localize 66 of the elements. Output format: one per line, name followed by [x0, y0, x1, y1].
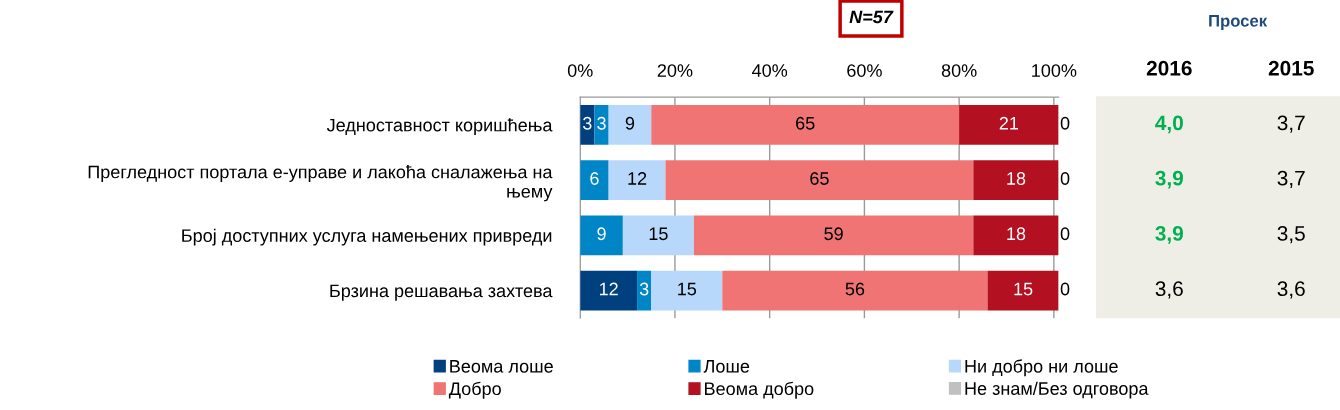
text: 3,6 — [1277, 281, 1305, 299]
data-label: 0 — [1060, 116, 1070, 130]
text: 4,0 — [1155, 115, 1183, 134]
data-label: 18 — [1007, 227, 1026, 241]
bar — [608, 160, 666, 200]
bar — [973, 160, 1059, 200]
bar — [665, 160, 974, 200]
data-label: 3 — [582, 116, 592, 130]
category-label: 2015 — [1268, 60, 1314, 76]
data-label: 65 — [796, 116, 815, 130]
text: 3,5 — [1277, 226, 1305, 244]
data-label: 0 — [1060, 282, 1070, 296]
y-tick-label: Број доступних услуга намењених привреди — [182, 228, 552, 246]
bar — [973, 215, 1059, 256]
legend-label: Добро — [448, 381, 501, 399]
text: N=57 — [849, 10, 894, 24]
y-tick-label: Једноставност коришћења — [326, 118, 553, 136]
data-label: 65 — [810, 172, 829, 185]
text: Просек — [1209, 15, 1268, 31]
text: 3,9 — [1155, 226, 1183, 244]
bar — [722, 270, 988, 311]
text: 3,7 — [1277, 115, 1305, 133]
y-tick-label: Прегледност портала е-управе и лакоћа сналажења на њему — [88, 165, 553, 202]
data-label: 0 — [1060, 172, 1070, 185]
data-label: 6 — [590, 172, 599, 185]
x-tick-label: 20% — [657, 64, 693, 77]
y-tick-label: Брзина решавања захтева — [330, 284, 553, 301]
data-label: 21 — [999, 116, 1019, 130]
bar — [651, 270, 723, 311]
category-label: 2016 — [1146, 60, 1192, 76]
x-tick-label: 100% — [1032, 64, 1077, 77]
data-label: 3 — [639, 282, 649, 296]
x-tick-label: 80% — [941, 64, 977, 77]
data-label: 59 — [824, 227, 843, 241]
text: 3,9 — [1155, 170, 1183, 189]
bar — [693, 215, 974, 256]
data-label: 18 — [1007, 172, 1026, 185]
bar — [580, 215, 623, 256]
bar — [594, 104, 609, 145]
x-tick-label: 40% — [752, 64, 788, 77]
text: 3,6 — [1155, 281, 1183, 299]
data-label: 56 — [845, 282, 865, 296]
bar — [622, 215, 694, 256]
bar — [580, 270, 638, 311]
data-label: 12 — [628, 172, 647, 185]
bar — [608, 104, 652, 145]
x-tick-label: 60% — [847, 64, 882, 77]
data-label: 9 — [625, 116, 635, 130]
data-label: 15 — [678, 282, 697, 296]
legend-label: Лоше — [703, 360, 750, 373]
text: 3,7 — [1277, 170, 1305, 189]
bar — [959, 104, 1059, 145]
data-label: 0 — [1060, 227, 1070, 241]
legend-label: Веома добро — [705, 381, 814, 399]
data-label: 3 — [597, 116, 606, 130]
legend-label: Веома лоше — [450, 360, 553, 373]
data-label: 15 — [649, 227, 668, 241]
data-label: 9 — [597, 227, 606, 241]
bar — [987, 270, 1059, 311]
legend-label: Не знам/Без одговора — [965, 381, 1149, 399]
data-label: 15 — [1014, 282, 1033, 296]
bar — [580, 160, 609, 200]
legend-label: Ни добро ни лоше — [965, 359, 1118, 377]
data-label: 12 — [599, 282, 618, 296]
x-tick-label: 0% — [567, 64, 593, 77]
bar — [651, 104, 960, 145]
